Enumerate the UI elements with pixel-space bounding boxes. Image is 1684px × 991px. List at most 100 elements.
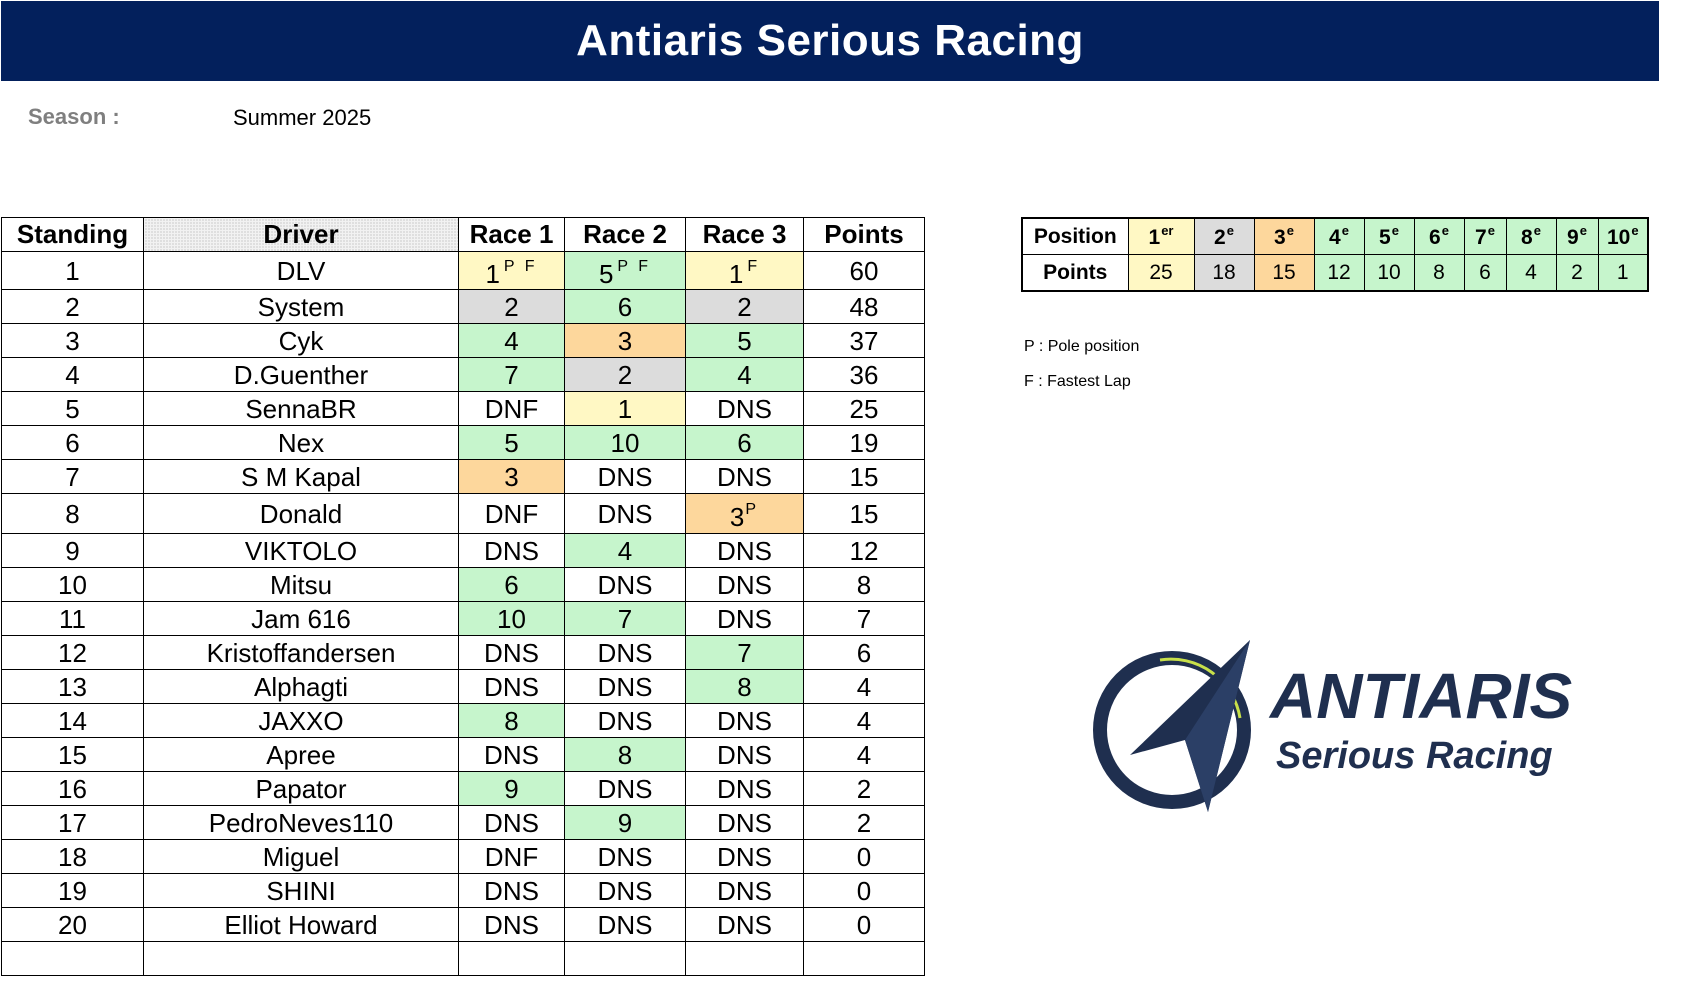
race-result: 3	[504, 461, 519, 492]
race-result: DNS	[597, 841, 653, 872]
race-result: DNS	[717, 461, 772, 492]
race-1-cell: DNS	[458, 805, 565, 840]
points-cell: 37	[803, 323, 925, 358]
points-cell: 0	[803, 873, 925, 908]
scale-position-row: Position 1er 2e 3e 4e 5e 6e 7e 8e 9e 10e	[1021, 217, 1649, 255]
standing-cell: 7	[1, 459, 144, 494]
table-row: 8 Donald DNF DNS 3P 15	[1, 493, 925, 534]
driver-cell: VIKTOLO	[143, 533, 459, 568]
table-row: 19 SHINI DNS DNS DNS 0	[1, 873, 925, 908]
race-1-cell: 8	[458, 703, 565, 738]
race-result: 7	[504, 359, 519, 390]
race-1-cell: DNS	[458, 635, 565, 670]
scale-position-suffix: e	[1286, 223, 1294, 238]
standing-cell: 14	[1, 703, 144, 738]
standing-cell: 6	[1, 425, 144, 460]
standing-cell: 11	[1, 601, 144, 636]
race-2-cell: DNS	[564, 493, 686, 534]
race-result: 8	[737, 671, 752, 702]
race-1-cell: DNS	[458, 669, 565, 704]
race-result: DNS	[717, 875, 772, 906]
race-result: 1	[485, 259, 500, 289]
page-title: Antiaris Serious Racing	[576, 16, 1084, 65]
standing-cell: 12	[1, 635, 144, 670]
scale-position-suffix: e	[1631, 223, 1639, 238]
race-1-cell: DNS	[458, 907, 565, 942]
points-cell: 19	[803, 425, 925, 460]
driver-cell: JAXXO	[143, 703, 459, 738]
points-scale-table: Position 1er 2e 3e 4e 5e 6e 7e 8e 9e 10e Points 2…	[1021, 217, 1649, 292]
race-3-cell: DNS	[685, 771, 804, 806]
race-3-cell: DNS	[685, 805, 804, 840]
race-2-cell: DNS	[564, 567, 686, 602]
race-result: 3	[617, 325, 633, 356]
scale-points-cell: 18	[1193, 254, 1255, 292]
table-row: 10 Mitsu 6 DNS DNS 8	[1, 567, 925, 602]
race-result: DNS	[597, 909, 653, 940]
scale-position-cell: 1er	[1127, 217, 1195, 255]
driver-cell: DLV	[143, 251, 459, 290]
race-2-cell: DNS	[564, 459, 686, 494]
race-3-cell: DNS	[685, 839, 804, 874]
points-cell: 12	[803, 533, 925, 568]
driver-cell: S M Kapal	[143, 459, 459, 494]
race-result: DNS	[717, 569, 772, 600]
scale-position-number: 4	[1329, 226, 1341, 249]
scale-position-label: Position	[1021, 217, 1129, 255]
scale-points-cell: 2	[1555, 254, 1599, 292]
driver-cell: Cyk	[143, 323, 459, 358]
table-row: 4 D.Guenther 7 2 4 36	[1, 357, 925, 392]
race-1-cell: 6	[458, 567, 565, 602]
race-2-cell: 9	[564, 805, 686, 840]
scale-position-number: 9	[1567, 226, 1579, 249]
points-cell: 7	[803, 601, 925, 636]
standing-cell: 10	[1, 567, 144, 602]
scale-points-cell: 12	[1313, 254, 1365, 292]
race-3-cell: DNS	[685, 533, 804, 568]
race-result: 4	[737, 359, 752, 390]
scale-position-cell: 2e	[1193, 217, 1255, 255]
points-cell: 15	[803, 459, 925, 494]
points-cell: 8	[803, 567, 925, 602]
race-marker: P	[745, 501, 760, 518]
race-2-cell: DNS	[564, 873, 686, 908]
logo-text-serious-racing: Serious Racing	[1276, 735, 1553, 777]
race-result: 8	[617, 739, 633, 770]
standing-cell: 19	[1, 873, 144, 908]
standing-cell: 4	[1, 357, 144, 392]
race-result: DNS	[597, 569, 653, 600]
race-result: DNS	[597, 705, 653, 736]
race-result: 4	[617, 535, 633, 566]
empty-cell	[564, 941, 686, 976]
race-2-cell: 1	[564, 391, 686, 426]
standing-cell: 13	[1, 669, 144, 704]
race-result: DNS	[717, 603, 772, 634]
standing-cell: 16	[1, 771, 144, 806]
standing-cell: 9	[1, 533, 144, 568]
standing-cell: 3	[1, 323, 144, 358]
race-3-cell: DNS	[685, 601, 804, 636]
race-3-cell: DNS	[685, 567, 804, 602]
points-cell: 4	[803, 669, 925, 704]
driver-cell: Nex	[143, 425, 459, 460]
points-cell: 2	[803, 805, 925, 840]
scale-points-cell: 8	[1413, 254, 1465, 292]
race-result: DNS	[717, 705, 772, 736]
season-label: Season :	[28, 104, 120, 129]
scale-points-cell: 6	[1463, 254, 1507, 292]
table-row: 16 Papator 9 DNS DNS 2	[1, 771, 925, 806]
race-result: 5	[504, 427, 519, 458]
table-row: 11 Jam 616 10 7 DNS 7	[1, 601, 925, 636]
driver-cell: Mitsu	[143, 567, 459, 602]
scale-position-cell: 7e	[1463, 217, 1507, 255]
scale-position-number: 10	[1606, 226, 1631, 249]
table-row: 12 Kristoffandersen DNS DNS 7 6	[1, 635, 925, 670]
driver-cell: Alphagti	[143, 669, 459, 704]
race-3-cell: 8	[685, 669, 804, 704]
table-row: 2 System 2 6 2 48	[1, 289, 925, 324]
team-logo: ANTIARIS Serious Racing	[1090, 640, 1610, 825]
scale-position-suffix: e	[1441, 223, 1449, 238]
race-2-cell: DNS	[564, 907, 686, 942]
